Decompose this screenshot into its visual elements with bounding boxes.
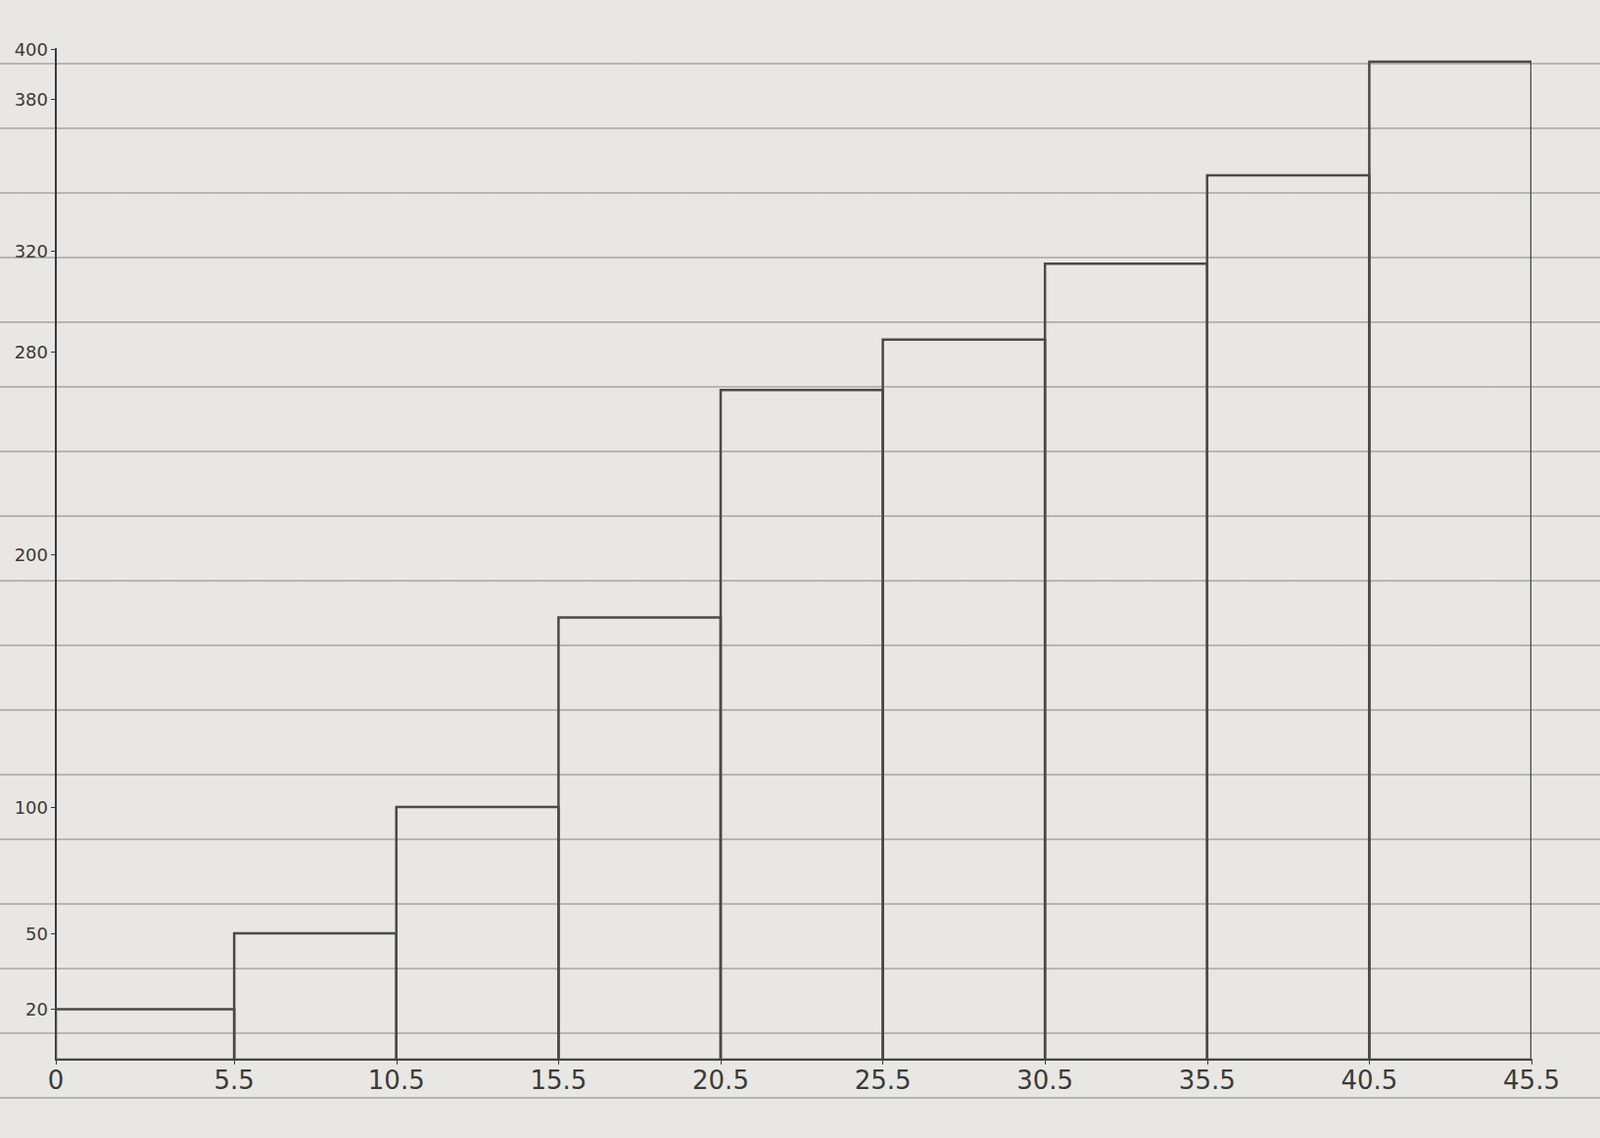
svg-text:200: 200: [14, 544, 48, 565]
svg-text:20: 20: [25, 998, 48, 1020]
svg-text:45.5: 45.5: [1503, 1065, 1560, 1095]
svg-text:30.5: 30.5: [1016, 1065, 1074, 1095]
svg-text:5.5: 5.5: [213, 1065, 254, 1095]
svg-text:280: 280: [14, 341, 48, 363]
svg-text:320: 320: [14, 240, 48, 262]
svg-text:10.5: 10.5: [368, 1065, 425, 1095]
svg-text:20.5: 20.5: [692, 1065, 750, 1095]
svg-text:100: 100: [14, 797, 48, 818]
svg-text:400: 400: [14, 39, 48, 60]
svg-text:380: 380: [14, 89, 48, 110]
svg-text:50: 50: [25, 923, 48, 944]
svg-text:40.5: 40.5: [1340, 1065, 1398, 1095]
svg-text:25.5: 25.5: [854, 1065, 912, 1095]
svg-text:35.5: 35.5: [1178, 1065, 1236, 1095]
svg-text:15.5: 15.5: [529, 1065, 587, 1095]
svg-text:0: 0: [47, 1065, 65, 1095]
